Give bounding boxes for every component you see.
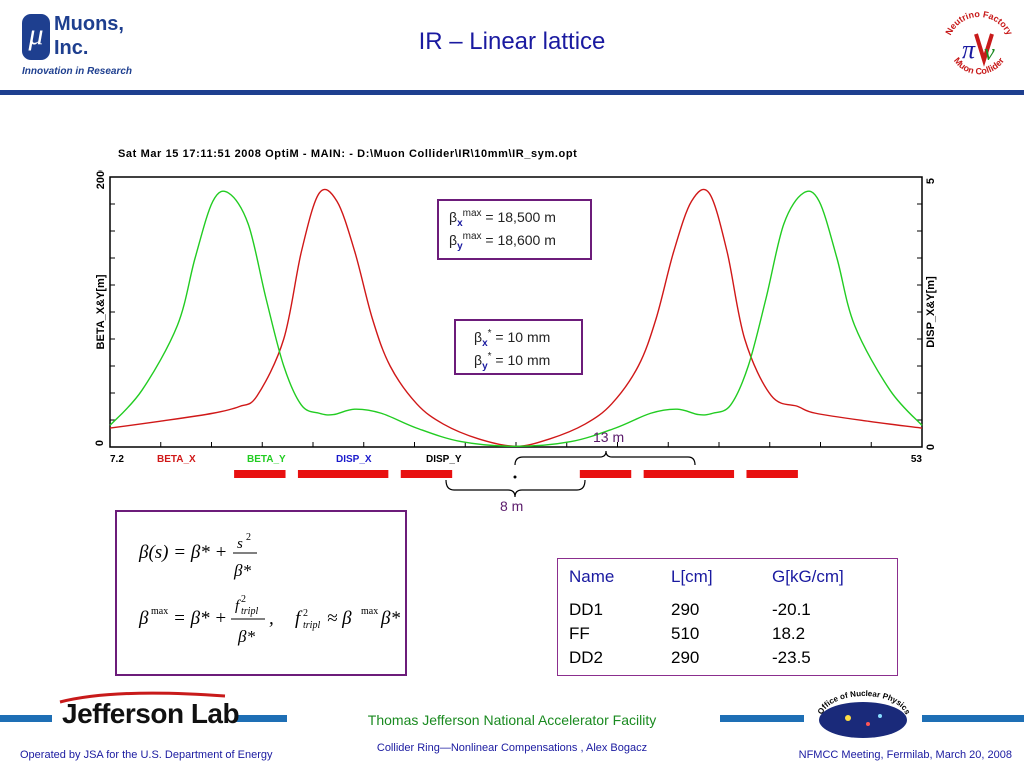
muons-logo-tagline: Innovation in Research [22, 66, 133, 77]
magnet-block [579, 470, 632, 478]
table-cell: DD1 [569, 600, 604, 619]
table-header-length: L[cm] [671, 567, 713, 586]
formula-beta-s: β(s) = β* + [138, 542, 227, 563]
legend-item-beta-x: BETA_X [157, 454, 196, 465]
svg-text:= β* +: = β* + [173, 608, 227, 629]
footer-operator: Operated by JSA for the U.S. Department … [20, 749, 273, 761]
beta-y-star: βy* = 10 mm [474, 351, 551, 372]
footer-meeting: NFMCC Meeting, Fermilab, March 20, 2008 [798, 749, 1012, 761]
neutrino-factory-logo: Neutrino Factory Muon Collider π ν [943, 9, 1014, 76]
beta-x-max: βxmax = 18,500 m [449, 208, 556, 229]
table-cell: FF [569, 624, 590, 643]
table-cell: DD2 [569, 648, 604, 667]
legend-item-disp-y: DISP_Y [426, 454, 462, 465]
x-tick-label: 53 [911, 454, 923, 465]
x-tick-label: 7.2 [110, 454, 124, 465]
legend-item-beta-y: BETA_Y [247, 454, 286, 465]
bracket-8m [445, 479, 586, 498]
length-label-13m: 13 m [593, 429, 625, 445]
svg-text:π: π [962, 35, 976, 64]
beta-star-annotation: βx* = 10 mm βy* = 10 mm [454, 319, 583, 375]
table-cell: 510 [671, 624, 700, 643]
ip-marker [513, 475, 517, 479]
slide-title: IR – Linear lattice [418, 28, 606, 55]
chart-ticks: 0 2000 0 5 BETA_X&Y[m] DISP_X&Y[m] 7.2 53 [94, 170, 937, 465]
y-tick-label: 0 [94, 440, 106, 446]
formula-beta-max: β [138, 608, 149, 629]
footer-facility: Thomas Jefferson National Accelerator Fa… [367, 712, 657, 728]
chart-series [109, 188, 923, 448]
muons-logo-name: Muons, Inc. [54, 13, 124, 59]
footer-bar-left [0, 715, 52, 722]
footer-talk-title: Collider Ring—Nonlinear Compensations , … [376, 742, 648, 754]
magnet-block [234, 470, 286, 478]
formula-f-tripl: f [295, 608, 303, 629]
bracket-13m [514, 450, 696, 466]
y2-tick-label: 5 [925, 178, 937, 184]
table-cell: 290 [671, 600, 700, 619]
svg-text:ν: ν [984, 40, 995, 66]
y-axis-label: BETA_X&Y[m] [95, 274, 107, 349]
lattice-function-chart: 0 2000 0 5 BETA_X&Y[m] DISP_X&Y[m] 7.2 53 BETA_… [94, 170, 937, 465]
svg-text:tripl: tripl [303, 620, 320, 631]
y2-tick-label: 0 [925, 444, 937, 450]
magnet-block [643, 470, 735, 478]
plot-title: Sat Mar 15 17:11:51 2008 OptiM - MAIN: -… [118, 148, 578, 160]
svg-text:2: 2 [241, 594, 246, 605]
svg-text:2: 2 [246, 532, 251, 543]
table-header-name: Name [569, 567, 615, 586]
series-line-beta-y [109, 190, 923, 448]
beta-x-star: βx* = 10 mm [474, 328, 551, 349]
svg-text:β*: β* [237, 627, 255, 646]
footer-bar-right-2 [922, 715, 1024, 722]
svg-text:tripl: tripl [241, 606, 258, 617]
magnet-block [746, 470, 798, 478]
table-cell: -20.1 [772, 600, 811, 619]
svg-text:β*: β* [233, 561, 251, 580]
legend-item-disp-x: DISP_X [336, 454, 372, 465]
length-label-8m: 8 m [500, 498, 524, 514]
beta-y-max: βymax = 18,600 m [449, 231, 556, 252]
svg-text:,: , [269, 608, 274, 629]
header-rule [0, 90, 1024, 95]
office-nuclear-physics-logo: Office of Nuclear Physics [816, 689, 912, 738]
table-header-gradient: G[kG/cm] [772, 567, 844, 586]
svg-text:β*: β* [380, 608, 400, 629]
jefferson-lab-logo: Jefferson Lab [62, 698, 240, 729]
footer-bar-right [720, 715, 804, 722]
magnet-block [400, 470, 453, 478]
svg-text:≈ β: ≈ β [327, 608, 352, 629]
beta-max-annotation: βxmax = 18,500 m βymax = 18,600 m [437, 199, 592, 260]
svg-text:max: max [151, 606, 168, 617]
footer-bar-left-2 [235, 715, 287, 722]
y2-axis-label: DISP_X&Y[m] [925, 276, 937, 348]
chart-legend: BETA_X BETA_Y DISP_X DISP_Y [157, 454, 462, 465]
table-cell: 290 [671, 648, 700, 667]
svg-text:f: f [235, 598, 241, 614]
magnet-block [297, 470, 389, 478]
magnet-parameters-table: Name L[cm] G[kG/cm] DD1 290 -20.1 FF 510… [557, 558, 898, 676]
svg-text:2: 2 [303, 608, 308, 619]
table-cell: -23.5 [772, 648, 811, 667]
svg-text:max: max [361, 606, 378, 617]
svg-text:s: s [237, 536, 243, 552]
jefferson-lab-swoosh [59, 691, 226, 704]
muons-logo-mark: μ [22, 14, 50, 60]
table-cell: 18.2 [772, 624, 806, 643]
y-tick-label: 2000 [95, 170, 107, 189]
